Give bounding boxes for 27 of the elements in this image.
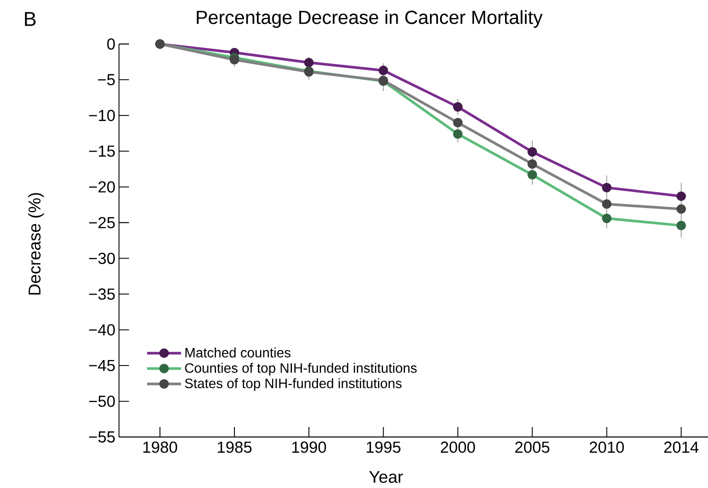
x-tick-label: 2005 [515, 442, 550, 453]
y-tick-label: −45 [89, 360, 115, 372]
x-tick-label: 1995 [366, 442, 400, 453]
y-tick-label: −25 [89, 216, 115, 228]
y-tick-label: −5 [98, 74, 115, 86]
y-tick-label: −50 [89, 396, 115, 407]
y-tick-label: −15 [89, 146, 115, 157]
y-tick-label: −55 [89, 431, 115, 443]
legend-label: Counties of top NIH-funded institutions [185, 362, 417, 376]
y-tick-label: 0 [107, 38, 115, 50]
x-tick-label: 1985 [218, 442, 252, 453]
x-tick-label: 2010 [590, 442, 624, 453]
y-tick-label: −20 [89, 181, 115, 193]
x-tick-label: 2000 [440, 442, 475, 453]
text: B [24, 12, 36, 26]
y-tick-label: −35 [89, 288, 115, 300]
x-tick-label: 1990 [292, 442, 326, 453]
y-tick-label: −40 [89, 324, 115, 336]
y-axis-title: Decrease (%) [28, 193, 44, 295]
x-axis-title: Year [369, 471, 403, 483]
y-tick-label: −10 [89, 110, 115, 122]
chart-title: Percentage Decrease in Cancer Mortality [196, 10, 543, 28]
legend-label: Matched counties [185, 348, 290, 358]
y-tick-label: −30 [89, 252, 115, 264]
x-tick-label: 1980 [143, 442, 178, 453]
x-tick-label: 2014 [664, 442, 699, 453]
legend-label: States of top NIH-funded institutions [184, 378, 402, 391]
